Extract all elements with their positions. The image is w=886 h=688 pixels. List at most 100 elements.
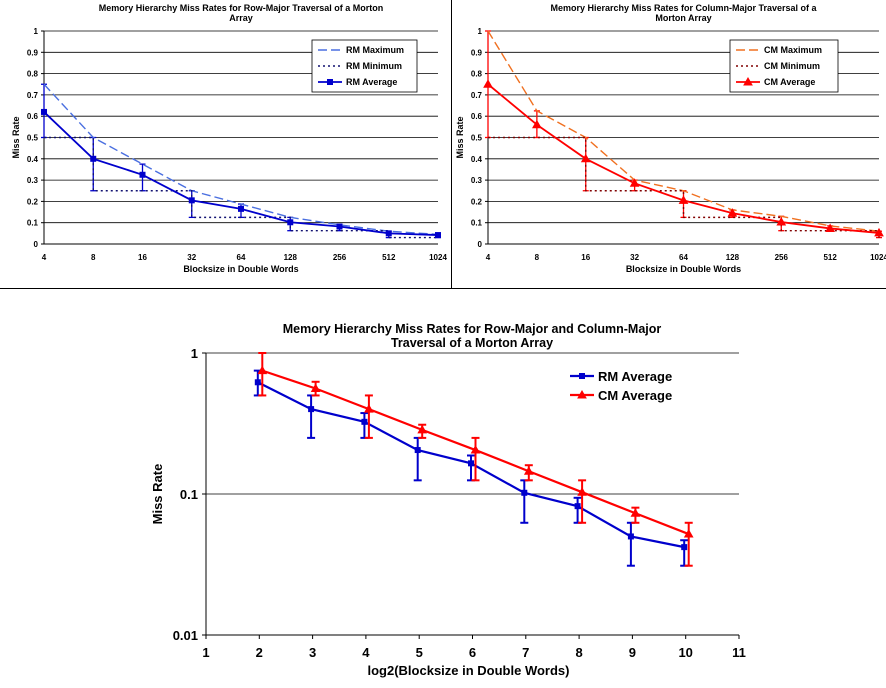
rm-average-point [336,223,343,230]
y-tick-label: 0.7 [471,91,483,100]
x-tick-label: 8 [535,253,540,262]
x-tick-label: 10 [678,645,692,660]
legend-label: CM Maximum [764,45,822,55]
cm-average-point [727,208,738,217]
x-tick-label: 64 [679,253,688,262]
chart-title: Traversal of a Morton Array [391,336,553,350]
y-tick-label: 1 [191,346,198,361]
y-axis-label: Miss Rate [150,464,165,525]
x-tick-label: 256 [775,253,789,262]
x-axis-label: log2(Blocksize in Double Words) [367,663,569,678]
x-tick-label: 3 [309,645,316,660]
legend-label: RM Minimum [346,61,402,71]
x-tick-label: 5 [416,645,423,660]
x-tick-label: 9 [629,645,636,660]
chart-title: Memory Hierarchy Miss Rates for Row-Majo… [99,3,384,13]
vertical-divider [451,0,452,289]
rm-minimum-line [44,136,438,239]
y-tick-label: 0.5 [27,134,39,143]
horizontal-divider [0,288,886,289]
rm-average-point [681,544,688,551]
legend-label: CM Average [598,388,672,403]
x-tick-label: 16 [581,253,590,262]
y-tick-label: 0.1 [27,219,39,228]
legend-marker [743,76,753,86]
combined-log-miss-rate-chart: Memory Hierarchy Miss Rates for Row-Majo… [150,322,746,678]
chart-title: Morton Array [655,13,711,23]
cm-average-point [825,223,835,232]
rm-average-point [468,460,474,467]
x-tick-label: 256 [333,253,347,262]
x-tick-label: 4 [362,645,370,660]
y-tick-label: 0.9 [471,48,483,57]
x-tick-label: 1 [202,645,209,660]
y-tick-label: 0.1 [471,219,483,228]
legend-label: RM Average [346,77,397,87]
legend-label: CM Average [764,77,815,87]
cm-average-series [257,352,694,567]
x-tick-label: 128 [726,253,740,262]
x-tick-label: 4 [486,253,491,262]
rm-average-point [41,108,47,115]
x-tick-label: 512 [382,253,396,262]
cm-average-point [257,365,268,375]
x-tick-label: 512 [823,253,837,262]
y-tick-label: 0 [34,240,39,249]
y-tick-label: 1 [34,27,39,36]
y-tick-label: 0.9 [27,48,39,57]
y-tick-label: 0.5 [471,134,483,143]
rm-average-point [90,155,97,162]
y-tick-label: 0.3 [471,176,483,185]
chart-title: Memory Hierarchy Miss Rates for Column-M… [550,3,817,13]
y-tick-label: 0.3 [27,176,39,185]
cm-average-point [577,487,587,496]
legend-label: RM Average [598,369,672,384]
y-tick-label: 0.2 [471,197,483,206]
y-tick-label: 0.01 [173,628,198,643]
x-tick-label: 32 [630,253,639,262]
cm-average-point [683,529,694,538]
cm-average-point [532,119,542,129]
x-tick-label: 1024 [870,253,886,262]
cm-maximum-line [487,30,880,232]
y-tick-label: 0.6 [27,112,39,121]
cm-average-point [523,466,534,475]
legend-label: RM Maximum [346,45,404,55]
x-tick-label: 64 [237,253,246,262]
y-tick-label: 0.6 [471,112,483,121]
cm-average-point [678,195,689,204]
rm-average-point [139,171,146,178]
cm-average-point [470,445,481,454]
rm-average-point [254,379,261,386]
rm-average-point [435,232,441,239]
x-tick-label: 16 [138,253,147,262]
x-tick-label: 7 [522,645,529,660]
rm-average-point [385,230,392,237]
x-tick-label: 6 [469,645,476,660]
y-tick-label: 0.4 [471,155,483,164]
y-tick-label: 0.1 [180,487,198,502]
chart-title: Memory Hierarchy Miss Rates for Row-Majo… [283,322,662,336]
rm-miss-rate-chart: Memory Hierarchy Miss Rates for Row-Majo… [11,3,447,274]
cm-average-point [874,227,884,237]
y-axis-label: Miss Rate [11,116,21,158]
x-tick-label: 2 [256,645,263,660]
rm-average-point [574,503,581,510]
y-tick-label: 0 [478,240,483,249]
rm-average-series [253,369,689,567]
x-tick-label: 128 [284,253,298,262]
legend-marker [327,79,333,85]
x-tick-label: 1024 [429,253,447,262]
y-tick-label: 0.7 [27,91,39,100]
rm-average-point [627,533,634,540]
legend-box [566,364,702,406]
cm-average-point [417,424,428,434]
x-axis-label: Blocksize in Double Words [626,264,741,274]
cm-average-point [776,217,787,226]
cm-average-point [580,153,591,163]
cm-average-point [630,508,641,517]
cm-average-point [310,383,321,393]
rm-average-point [287,219,294,226]
cm-miss-rate-chart: Memory Hierarchy Miss Rates for Column-M… [455,3,886,274]
legend-label: CM Minimum [764,61,820,71]
